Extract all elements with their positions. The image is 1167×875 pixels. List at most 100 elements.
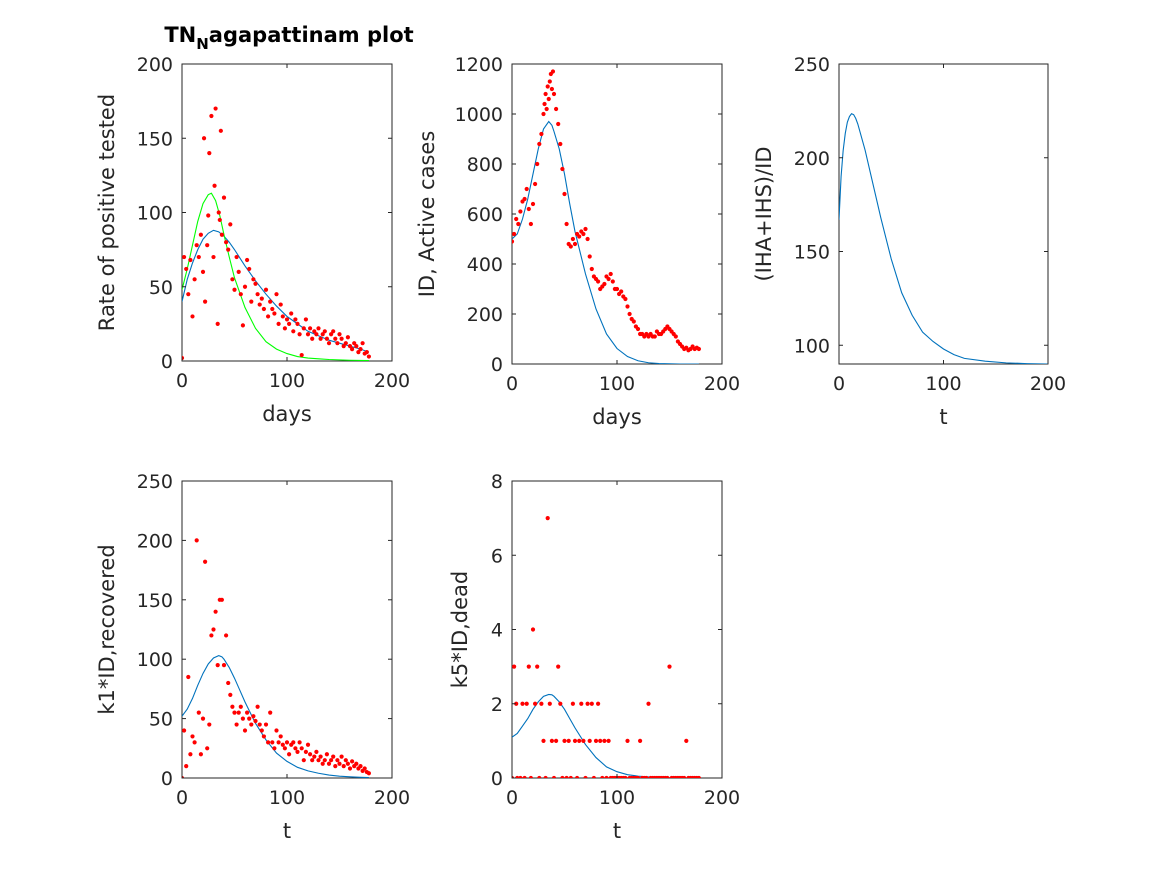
data-point	[598, 738, 603, 743]
data-point	[245, 257, 250, 263]
data-point	[284, 317, 290, 322]
data-point	[238, 292, 243, 297]
data-point	[606, 738, 611, 743]
data-point	[249, 299, 254, 304]
plot-frame	[511, 63, 723, 365]
data-point	[329, 758, 334, 763]
data-point	[203, 559, 208, 564]
data-point	[547, 701, 552, 706]
data-point	[526, 206, 531, 212]
data-point	[625, 304, 630, 309]
data-point	[623, 296, 628, 302]
data-point	[310, 336, 315, 341]
data-point	[562, 191, 567, 197]
data-point	[614, 286, 620, 292]
data-point	[343, 341, 348, 346]
x-tick-label: 0	[506, 787, 518, 809]
data-point	[667, 664, 672, 669]
y-tick-label: 100	[137, 203, 173, 225]
data-point	[190, 314, 195, 319]
data-point	[341, 764, 346, 769]
data-point	[299, 352, 304, 358]
data-point	[236, 710, 241, 715]
subplot-p1: 0 100 200 0 50 100 150 200 days Rate of positive …	[95, 54, 410, 426]
data-point	[240, 716, 245, 721]
y-tick-label: 50	[149, 277, 173, 299]
data-point	[350, 759, 355, 764]
x-tick-label: 0	[506, 373, 518, 395]
data-point	[589, 701, 594, 706]
data-point	[184, 266, 189, 272]
data-point	[568, 775, 573, 778]
data-point	[337, 332, 342, 337]
data-point	[587, 254, 592, 259]
data-point	[230, 704, 235, 709]
data-point	[247, 266, 252, 272]
data-point	[218, 128, 223, 133]
data-point	[216, 210, 221, 215]
data-point	[219, 597, 224, 602]
data-point	[549, 86, 555, 92]
data-point	[545, 84, 550, 89]
data-point	[205, 243, 210, 248]
data-point	[213, 609, 218, 614]
data-point	[238, 704, 243, 709]
data-point	[301, 758, 306, 763]
data-point	[512, 239, 515, 244]
data-point	[544, 106, 549, 112]
y-tick-label: 250	[794, 54, 830, 76]
data-point	[194, 243, 199, 248]
y-tick-label: 150	[137, 590, 173, 612]
data-point	[638, 738, 643, 743]
data-point	[251, 714, 256, 719]
data-point	[240, 323, 245, 328]
data-point	[539, 131, 544, 137]
x-tick-label: 100	[269, 787, 305, 809]
plot-frame	[181, 480, 393, 779]
y-tick-label: 8	[491, 471, 503, 493]
data-point	[318, 336, 323, 341]
x-tick-label: 0	[833, 373, 845, 395]
data-point	[593, 738, 599, 743]
data-point	[263, 287, 269, 292]
data-point	[232, 710, 237, 715]
data-point	[314, 332, 319, 337]
x-tick-label: 100	[599, 787, 635, 809]
data-point	[518, 775, 523, 778]
data-point	[537, 775, 542, 778]
data-point	[566, 738, 571, 743]
y-tick-label: 0	[491, 768, 503, 790]
data-point	[524, 701, 529, 706]
data-point	[543, 91, 548, 97]
data-point	[551, 775, 557, 778]
data-point	[314, 749, 319, 754]
data-point	[514, 216, 519, 222]
data-point	[646, 701, 651, 706]
data-point	[541, 111, 546, 117]
data-point	[287, 321, 292, 326]
model-curve	[512, 693, 699, 778]
model-curve	[182, 229, 370, 353]
data-point	[535, 161, 540, 167]
x-tick-label: 100	[269, 370, 305, 392]
data-point	[308, 752, 313, 757]
data-point	[354, 344, 359, 349]
data-point	[322, 758, 327, 763]
data-point	[299, 746, 304, 751]
data-point	[209, 633, 214, 638]
data-point	[257, 302, 262, 307]
data-point	[604, 775, 609, 778]
data-point	[324, 752, 329, 757]
data-point	[226, 680, 231, 686]
data-point	[528, 775, 533, 778]
data-point	[318, 754, 323, 759]
data-point	[272, 311, 277, 316]
data-point	[591, 775, 596, 778]
data-point	[589, 266, 594, 272]
data-point	[255, 704, 260, 709]
data-point	[606, 276, 611, 282]
data-point	[234, 722, 239, 727]
x-tick-label: 200	[704, 787, 740, 809]
data-point	[284, 740, 290, 745]
